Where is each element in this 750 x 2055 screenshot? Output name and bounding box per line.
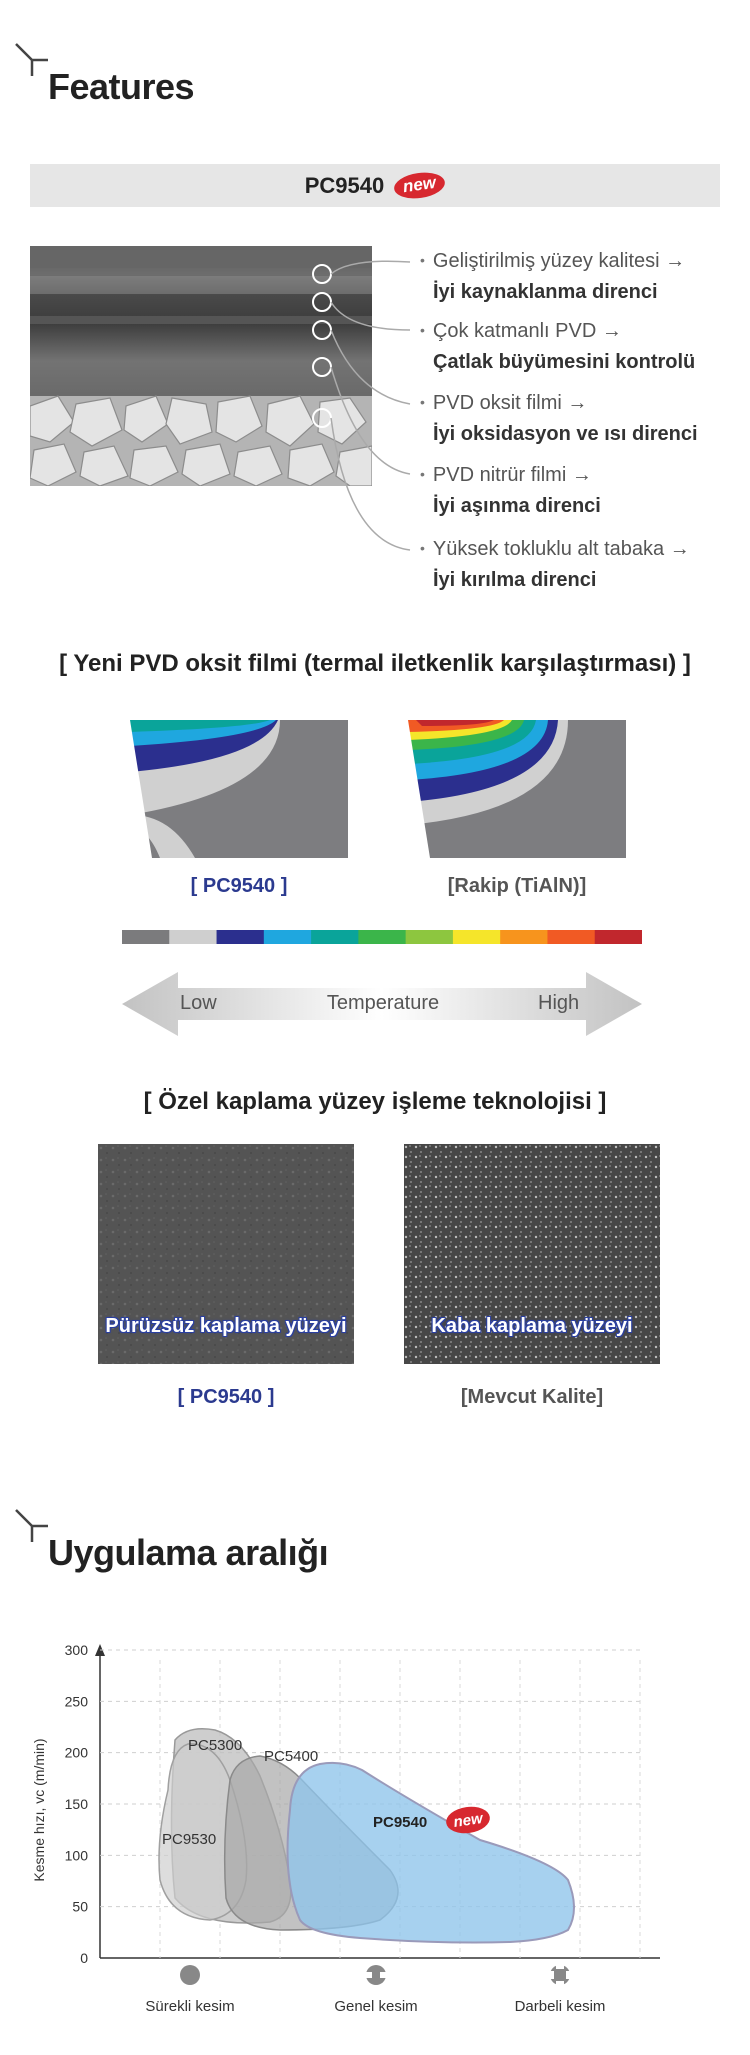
new-badge: new bbox=[392, 169, 447, 202]
scale-swatch bbox=[263, 930, 312, 944]
surface-heading: [ Özel kaplama yüzey işleme teknolojisi … bbox=[143, 1088, 607, 1115]
arrow-center-label: Temperature bbox=[326, 992, 440, 1014]
series-label-pc9530: PC9530 bbox=[162, 1831, 216, 1848]
pc9540-area bbox=[286, 1761, 575, 1944]
feature-item-3: PVD oksit filmi → İyi oksidasyon ve ısı … bbox=[420, 388, 698, 449]
continuous-cut-icon bbox=[180, 1965, 200, 1985]
surface-overlay-pc9540: Pürüzsüz kaplama yüzeyi bbox=[105, 1315, 347, 1337]
surface-image-pc9540: Pürüzsüz kaplama yüzeyi bbox=[98, 1144, 354, 1364]
chart-new-badge: new bbox=[446, 1806, 490, 1834]
thermal-caption-competitor: [Rakip (TiAlN)] bbox=[447, 875, 587, 897]
y-tick-label: 50 bbox=[72, 1899, 88, 1915]
scale-swatch bbox=[169, 930, 218, 944]
temperature-arrow bbox=[122, 972, 642, 1036]
y-axis-label: Kesme hızı, vc (m/min) bbox=[31, 1738, 47, 1881]
features-title: Features bbox=[48, 66, 195, 107]
y-tick-label: 250 bbox=[65, 1693, 89, 1709]
scale-swatch bbox=[547, 930, 596, 944]
application-title: Uygulama aralığı bbox=[48, 1532, 329, 1573]
arrow-low-label: Low bbox=[180, 992, 217, 1014]
feature-item-2: Çok katmanlı PVD → Çatlak büyümesini kon… bbox=[420, 316, 695, 377]
thermal-image-competitor bbox=[408, 720, 626, 858]
thermal-heading: [ Yeni PVD oksit filmi (termal iletkenli… bbox=[59, 650, 691, 677]
series-label-pc5300: PC5300 bbox=[188, 1737, 242, 1754]
feature-item-1: Geliştirilmiş yüzey kalitesi → İyi kayna… bbox=[420, 246, 685, 307]
product-name: PC9540 bbox=[304, 172, 385, 198]
arrow-high-label: High bbox=[538, 992, 580, 1014]
coating-micrograph bbox=[30, 246, 372, 486]
feature-item-4: PVD nitrür filmi → İyi aşınma direnci bbox=[420, 460, 601, 521]
series-label-pc9540: PC9540 bbox=[373, 1814, 427, 1831]
y-tick-label: 150 bbox=[65, 1796, 89, 1812]
scale-swatch bbox=[216, 930, 265, 944]
surface-caption-pc9540: [ PC9540 ] bbox=[177, 1386, 275, 1408]
feature-item-5: Yüksek tokluklu alt tabaka → İyi kırılma… bbox=[420, 534, 690, 595]
thermal-caption-pc9540: [ PC9540 ] bbox=[190, 875, 288, 897]
general-cut-icon bbox=[366, 1965, 386, 1985]
scale-swatch bbox=[122, 930, 170, 944]
surface-image-existing: Kaba kaplama yüzeyi bbox=[404, 1144, 660, 1364]
scale-swatch bbox=[311, 930, 359, 944]
scale-swatch bbox=[594, 930, 642, 944]
surface-caption-existing: [Mevcut Kalite] bbox=[460, 1386, 604, 1408]
thermal-image-pc9540 bbox=[130, 720, 348, 858]
application-range-chart: Kesme hızı, vc (m/min) 0 50 100 150 200 250 30… bbox=[31, 1642, 660, 2015]
x-category-label: Genel kesim bbox=[334, 1998, 417, 2015]
svg-text:new: new bbox=[452, 1810, 485, 1831]
section-corner-icon bbox=[15, 43, 48, 76]
x-category-label: Sürekli kesim bbox=[145, 1998, 234, 2015]
y-tick-label: 0 bbox=[80, 1950, 88, 1966]
series-label-pc5400: PC5400 bbox=[264, 1748, 318, 1765]
scale-swatch bbox=[405, 930, 454, 944]
feature-leader-lines bbox=[330, 260, 411, 551]
product-bar: PC9540 new bbox=[30, 164, 720, 207]
section-corner-icon bbox=[15, 1509, 48, 1542]
y-tick-label: 200 bbox=[65, 1745, 89, 1761]
y-tick-label: 100 bbox=[65, 1847, 89, 1863]
surface-overlay-existing: Kaba kaplama yüzeyi bbox=[431, 1315, 633, 1337]
scale-swatch bbox=[358, 930, 407, 944]
scale-swatch bbox=[500, 930, 548, 944]
x-category-label: Darbeli kesim bbox=[515, 1998, 606, 2015]
interrupted-cut-icon bbox=[548, 1963, 572, 1987]
temperature-color-scale bbox=[122, 930, 642, 944]
y-tick-label: 300 bbox=[65, 1642, 89, 1658]
scale-swatch bbox=[452, 930, 501, 944]
